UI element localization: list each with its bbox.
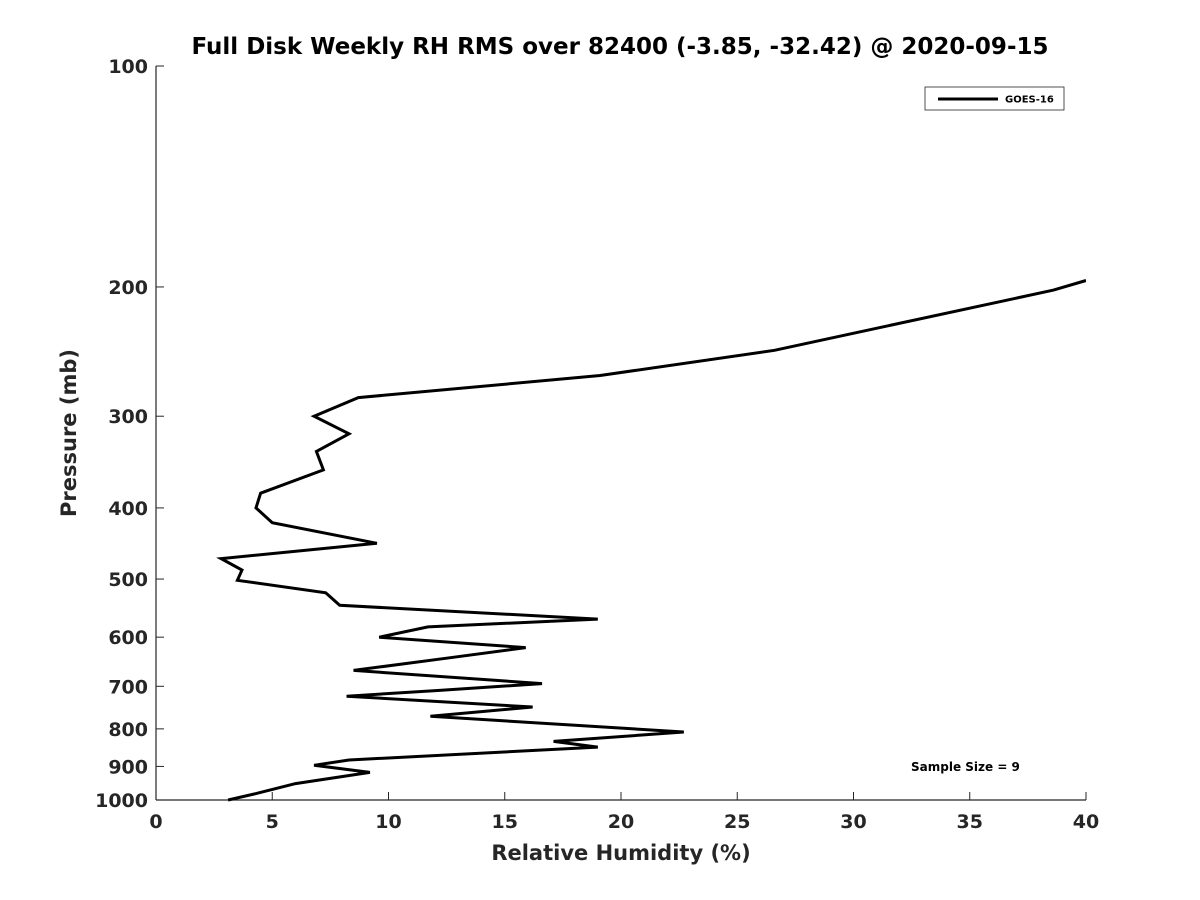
y-tick-label: 600 — [108, 627, 148, 649]
x-tick-label: 10 — [375, 811, 401, 833]
y-tick-label: 300 — [108, 406, 148, 428]
x-tick-label: 20 — [608, 811, 634, 833]
x-tick-label: 0 — [149, 811, 162, 833]
x-tick-label: 40 — [1073, 811, 1099, 833]
x-tick-label: 35 — [957, 811, 983, 833]
series-layer — [216, 279, 1086, 802]
y-tick-label: 400 — [108, 498, 148, 520]
y-tick-label: 900 — [108, 756, 148, 778]
x-tick-label: 5 — [266, 811, 279, 833]
x-axis-ticks: 0 5 10 15 20 25 30 35 40 — [149, 792, 1099, 833]
series-line-goes-16 — [216, 279, 1086, 802]
sample-size-annotation: Sample Size = 9 — [911, 760, 1020, 774]
legend-label-goes-16: GOES-16 — [1005, 95, 1054, 106]
y-axis-label: Pressure (mb) — [57, 349, 81, 517]
legend: GOES-16 — [924, 86, 1065, 111]
y-tick-label: 800 — [108, 719, 148, 741]
x-axis-label: Relative Humidity (%) — [491, 841, 750, 865]
y-tick-label: 500 — [108, 569, 148, 591]
y-tick-label: 1000 — [95, 790, 148, 812]
y-tick-label: 200 — [108, 277, 148, 299]
chart-title: Full Disk Weekly RH RMS over 82400 (-3.8… — [191, 34, 1048, 60]
y-tick-label: 700 — [108, 676, 148, 698]
x-tick-label: 30 — [840, 811, 866, 833]
x-tick-label: 15 — [492, 811, 518, 833]
y-tick-label: 100 — [108, 56, 148, 78]
x-tick-label: 25 — [724, 811, 750, 833]
y-axis-ticks: 100 200 300 400 500 600 700 800 900 1000 — [95, 56, 164, 812]
